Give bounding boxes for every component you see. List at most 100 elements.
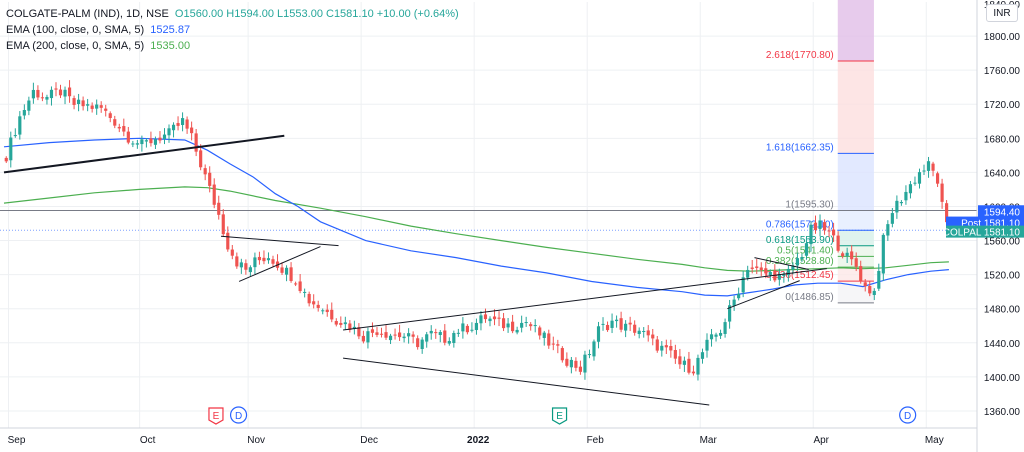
candle	[199, 144, 203, 171]
candle-body	[660, 345, 664, 351]
candle-body	[755, 266, 759, 268]
candle	[746, 265, 750, 281]
candle-body	[303, 291, 307, 293]
fib-zone	[837, 230, 874, 246]
ema100-label[interactable]: EMA (100, close, 0, SMA, 5)	[6, 24, 145, 36]
trendline-drawings[interactable]	[3, 134, 827, 406]
fibonacci-extension[interactable]: 2.618(1770.80) 1.618(1662.35) 1(1595.30) 0.…	[0, 0, 977, 304]
candle	[321, 308, 325, 315]
candle-body	[542, 332, 546, 338]
candle-body	[488, 318, 492, 322]
candle	[877, 263, 881, 291]
candle-body	[22, 110, 26, 116]
candle	[36, 85, 40, 101]
candle-body	[447, 340, 451, 344]
y-tick-label: 1680.00	[984, 134, 1021, 145]
candle	[624, 320, 628, 338]
currency-scale-button[interactable]: INR	[986, 4, 1018, 22]
candle-body	[700, 352, 705, 359]
candle-body	[587, 354, 592, 356]
x-tick-label: Dec	[360, 435, 378, 446]
candle	[520, 315, 524, 333]
candle-body	[366, 331, 370, 343]
candle-body	[339, 322, 343, 325]
candle-body	[9, 137, 13, 161]
candle	[22, 104, 26, 120]
candle-body	[556, 344, 560, 346]
candle-body	[624, 323, 628, 331]
candle	[569, 356, 573, 374]
candle-body	[140, 139, 144, 145]
candle-body	[158, 137, 162, 141]
candle-body	[203, 168, 207, 175]
chart-legend: COLGATE-PALM (IND), 1D, NSE O1560.00 H15…	[6, 6, 459, 54]
candle	[330, 302, 334, 323]
candle-body	[212, 184, 216, 205]
candle-body	[470, 329, 474, 331]
candle-body	[357, 327, 361, 337]
candle-body	[633, 324, 637, 333]
candle	[230, 244, 234, 260]
candle-body	[95, 104, 99, 109]
ema200-label[interactable]: EMA (200, close, 0, SMA, 5)	[6, 40, 145, 52]
candle	[271, 255, 275, 267]
candle-body	[86, 104, 90, 106]
candle-body	[271, 259, 275, 264]
candle-body	[777, 274, 781, 280]
candle-body	[696, 357, 700, 375]
candle-body	[397, 332, 402, 338]
candle	[122, 118, 126, 137]
candle	[140, 135, 144, 152]
candle-body	[682, 360, 686, 365]
candle	[687, 351, 691, 375]
candle	[791, 262, 795, 275]
candle-body	[185, 119, 189, 129]
candle-body	[619, 318, 623, 330]
candle	[619, 311, 623, 333]
candle	[881, 233, 885, 282]
candle	[560, 346, 564, 363]
candle-body	[208, 172, 212, 186]
candle	[732, 295, 736, 311]
candle	[31, 82, 35, 104]
candle-body	[122, 126, 126, 132]
candle	[81, 96, 85, 111]
candle	[248, 265, 252, 277]
candle	[660, 341, 664, 357]
candle-body	[511, 321, 515, 332]
candle-body	[506, 323, 510, 328]
earnings-marker: E	[208, 407, 224, 425]
candle	[407, 328, 411, 344]
candle	[99, 101, 103, 113]
marker-shape	[208, 407, 224, 425]
candle-body	[886, 224, 890, 236]
candle-body	[54, 88, 58, 90]
candle	[483, 308, 488, 323]
candle	[208, 166, 212, 193]
candle	[104, 104, 108, 117]
candle-body	[31, 89, 35, 99]
x-tick-label: 2022	[467, 435, 490, 446]
candle-body	[77, 99, 81, 105]
candle-body	[217, 202, 221, 215]
candle	[673, 344, 677, 364]
candle-body	[605, 324, 610, 331]
candle-body	[149, 138, 153, 144]
candle	[922, 164, 926, 176]
candle	[565, 352, 569, 368]
candle-body	[945, 203, 949, 223]
y-tick-label: 1360.00	[984, 407, 1021, 418]
candle	[4, 156, 8, 164]
candle	[547, 329, 551, 349]
candle-body	[280, 267, 284, 273]
candle	[904, 185, 908, 205]
candle	[239, 258, 243, 274]
candle-body	[90, 105, 94, 109]
symbol-title[interactable]: COLGATE-PALM (IND), 1D, NSE	[6, 8, 169, 20]
candle-body	[615, 319, 619, 322]
candle-body	[334, 321, 338, 325]
fib-level-label: 0.382(1528.80)	[766, 256, 834, 267]
fib-level-label: 1.618(1662.35)	[766, 142, 834, 153]
